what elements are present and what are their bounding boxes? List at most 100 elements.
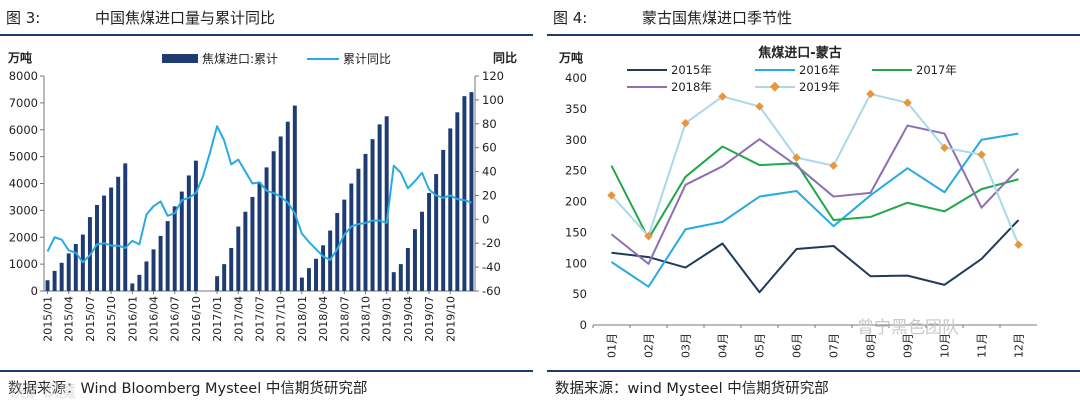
y2-tick-label: 100	[482, 93, 504, 107]
y-tick-label: 2000	[9, 230, 38, 244]
x-tick-label: 09月	[902, 333, 915, 358]
bar	[321, 245, 326, 291]
x-tick-label: 2017/04	[232, 296, 245, 342]
source-rule	[547, 370, 1080, 372]
bar	[179, 191, 184, 291]
bar	[462, 96, 467, 291]
x-tick-label: 2017/10	[275, 296, 288, 342]
x-tick-label: 05月	[754, 333, 767, 358]
figure-title: 蒙古国焦煤进口季节性	[642, 9, 793, 27]
y-tick-label: 1000	[9, 257, 38, 271]
y2-tick-label: 0	[482, 212, 489, 226]
bar	[412, 229, 417, 291]
x-tick-label: 2015/07	[84, 296, 97, 342]
x-tick-label: 2018/07	[338, 296, 351, 342]
y-axis-unit: 万吨	[558, 50, 583, 65]
figure-label: 图 4:	[553, 9, 588, 27]
y2-tick-label: 40	[482, 165, 497, 179]
x-tick-label: 07月	[828, 333, 841, 358]
bar	[285, 121, 290, 291]
y-tick-label: 8000	[9, 69, 38, 83]
bar	[257, 182, 262, 291]
x-tick-label: 10月	[939, 333, 952, 358]
bar	[59, 262, 64, 291]
bar	[278, 136, 283, 291]
series-line	[610, 132, 1019, 288]
y-tick-label: 6000	[9, 123, 38, 137]
y2-tick-label: 120	[482, 69, 504, 83]
x-tick-label: 2017/01	[211, 296, 224, 342]
y2-tick-label: 20	[482, 188, 497, 202]
x-tick-label: 12月	[1013, 333, 1026, 358]
x-tick-label: 2017/07	[254, 296, 267, 342]
left-figure-panel: 图 3: 中国焦煤进口量与累计同比 万吨 同比 焦煤进口:累计 累计同比 0 1000 20…	[0, 0, 533, 411]
x-tick-label: 08月	[865, 333, 878, 358]
bar	[469, 92, 474, 291]
y2-tick-label: -60	[482, 284, 501, 298]
bar	[370, 139, 375, 291]
bar	[441, 149, 446, 291]
y2-tick-label: 60	[482, 141, 497, 155]
title-rule	[0, 34, 533, 36]
y2-tick-label: 80	[482, 117, 497, 131]
x-tick-label: 2015/01	[42, 296, 55, 342]
bar	[151, 249, 156, 291]
bar	[434, 174, 439, 291]
y2-tick-label: -20	[482, 236, 501, 250]
chart-title: 焦煤进口-蒙古	[757, 45, 841, 61]
x-tick-label: 2016/07	[169, 296, 182, 342]
bar	[377, 124, 382, 291]
legend-label: 2017年	[916, 63, 957, 77]
bar	[45, 280, 50, 291]
x-tick-label: 2019/10	[444, 296, 457, 342]
x-tick-label: 02月	[643, 333, 656, 358]
bar	[137, 274, 142, 291]
series-line	[610, 124, 1020, 265]
right-figure-panel: 图 4: 蒙古国焦煤进口季节性 万吨 焦煤进口-蒙古 0 50 100 150 200 250…	[547, 0, 1080, 411]
mongolia-seasonal-chart: 万吨 焦煤进口-蒙古 0 50 100 150 200 250 300 350 400 01月 02月 0…	[558, 45, 1037, 358]
bar	[420, 211, 424, 291]
series-marker	[829, 161, 838, 170]
bar	[292, 105, 297, 291]
y-tick-label: 300	[565, 133, 587, 147]
y-tick-label: 100	[565, 256, 587, 270]
bar	[349, 183, 354, 291]
bar	[391, 272, 396, 291]
y-tick-label: 4000	[9, 177, 38, 191]
bar	[172, 206, 177, 291]
series-marker	[866, 89, 875, 99]
y2-tick-label: -40	[482, 260, 501, 274]
x-tick-label: 2015/10	[105, 296, 118, 342]
bar	[130, 283, 135, 291]
x-tick-label: 2018/10	[359, 296, 372, 342]
bar	[299, 277, 304, 291]
y-tick-label: 350	[565, 102, 587, 116]
legend-bar-swatch	[162, 54, 198, 63]
bar	[158, 235, 163, 291]
y-tick-label: 400	[565, 71, 587, 85]
bar	[116, 176, 121, 291]
source-rule	[0, 370, 533, 372]
x-tick-label: 2018/01	[296, 296, 309, 342]
yoy-series-line	[46, 125, 472, 264]
bar	[123, 163, 128, 291]
series-line	[611, 219, 1020, 294]
y-tick-label: 5000	[9, 150, 38, 164]
legend-bar-label: 焦煤进口:累计	[202, 52, 278, 66]
bar	[109, 187, 114, 291]
bar	[405, 248, 410, 291]
series-marker	[977, 150, 986, 159]
legend-label: 2019年	[799, 80, 840, 94]
y-tick-label: 0	[31, 284, 38, 298]
bar	[243, 211, 248, 291]
x-tick-label: 01月	[606, 333, 619, 358]
y-tick-label: 150	[565, 225, 587, 239]
x-tick-label: 2016/01	[126, 296, 139, 342]
y-tick-label: 50	[572, 287, 587, 301]
bar	[165, 221, 170, 291]
bar	[66, 253, 71, 291]
legend-label: 2018年	[671, 80, 712, 94]
figure-label: 图 3:	[6, 9, 41, 27]
source-note: 数据来源：wind Mysteel 中信期货研究部	[555, 381, 829, 397]
